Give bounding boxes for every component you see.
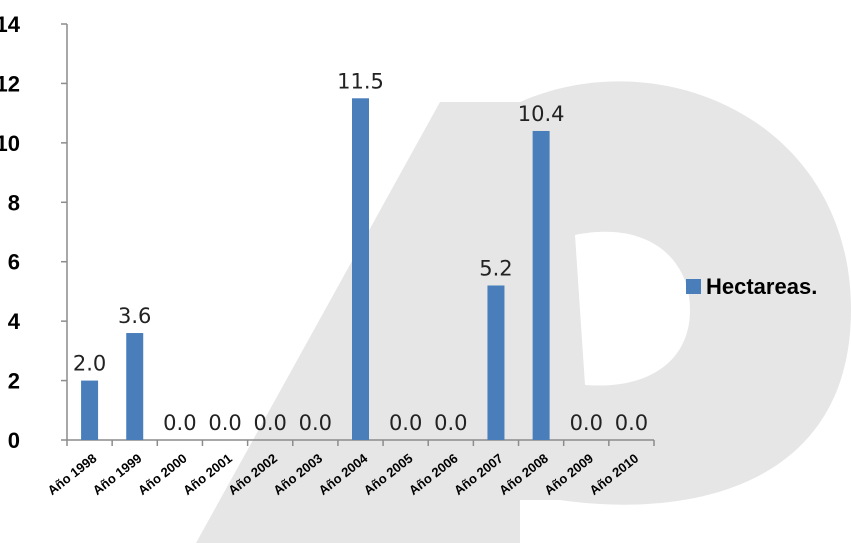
data-label: 3.6	[118, 304, 151, 328]
bar	[487, 285, 505, 440]
y-tick-label: 8	[8, 190, 20, 215]
x-tick-label: Año 1998	[45, 451, 100, 498]
bar	[126, 333, 144, 440]
data-label: 0.0	[299, 411, 332, 435]
data-label: 0.0	[570, 411, 603, 435]
data-label: 0.0	[253, 411, 286, 435]
data-label: 11.5	[337, 69, 384, 93]
data-labels: 2.0 3.6 0.0 0.0 0.0 0.0 11.5 0.0 0.0 5.2 10.4 0.0 0.…	[73, 69, 648, 435]
x-tick-label: Año 2000	[135, 451, 190, 498]
data-label: 0.0	[208, 411, 241, 435]
y-axis-ticks: 0 2 4 6 8 10 12 14	[0, 12, 67, 453]
data-label: 0.0	[389, 411, 422, 435]
y-tick-label: 2	[8, 369, 20, 394]
y-tick-label: 10	[0, 131, 20, 156]
legend: Hectareas.	[686, 274, 817, 299]
legend-swatch	[686, 279, 701, 294]
y-tick-label: 4	[8, 309, 21, 334]
x-tick-label: Año 1999	[90, 451, 145, 498]
y-tick-label: 14	[0, 12, 21, 37]
y-tick-label: 6	[8, 250, 20, 275]
bar-series	[81, 98, 550, 441]
data-label: 0.0	[615, 411, 648, 435]
data-label: 5.2	[479, 256, 512, 280]
data-label: 10.4	[518, 102, 565, 126]
bar	[81, 380, 99, 440]
data-label: 2.0	[73, 352, 106, 376]
legend-label: Hectareas.	[706, 274, 817, 299]
y-tick-label: 12	[0, 71, 20, 96]
bar	[352, 98, 369, 441]
data-label: 0.0	[434, 411, 467, 435]
data-label: 0.0	[163, 411, 196, 435]
y-tick-label: 0	[8, 428, 20, 453]
bar	[532, 130, 550, 440]
